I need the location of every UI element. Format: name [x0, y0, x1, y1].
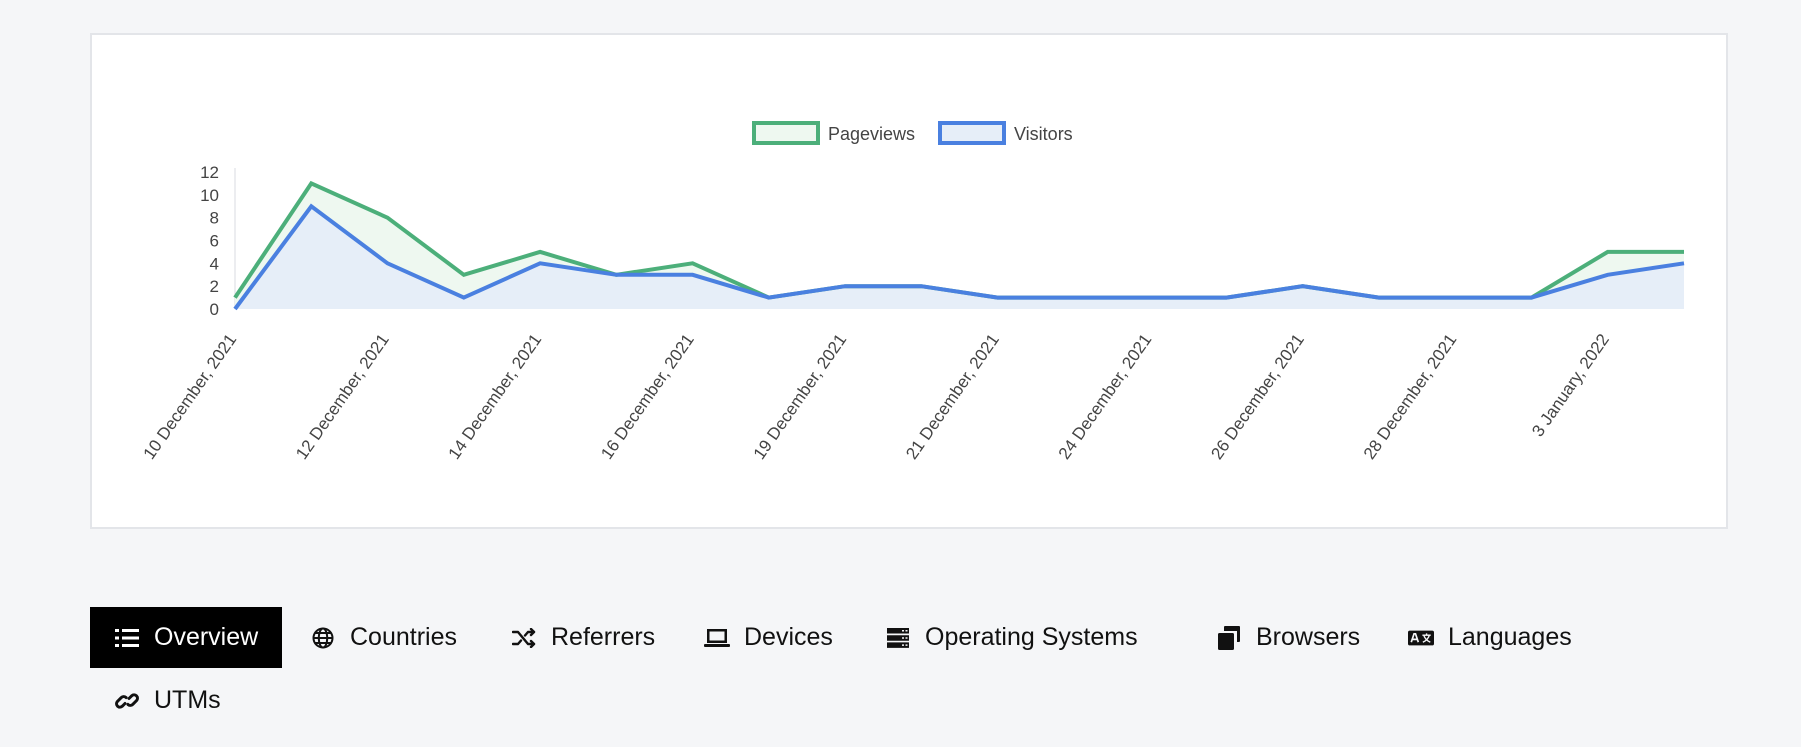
tab-label: Languages: [1448, 623, 1572, 651]
tab-referrers[interactable]: Referrers: [487, 607, 679, 668]
tab-label: Browsers: [1256, 623, 1361, 651]
tab-devices[interactable]: Devices: [680, 607, 857, 668]
y-tick-label: 12: [200, 163, 219, 182]
x-tick-label: 21 December, 2021: [902, 330, 1003, 462]
tab-languages[interactable]: Languages: [1384, 607, 1596, 668]
series-area-visitors: [235, 206, 1684, 309]
browser-windows-icon: [1216, 625, 1242, 651]
tab-label: Referrers: [551, 623, 656, 651]
y-tick-label: 0: [210, 300, 219, 319]
tab-utms[interactable]: UTMs: [90, 670, 245, 731]
y-tick-label: 6: [210, 232, 219, 251]
tab-browsers[interactable]: Browsers: [1192, 607, 1384, 668]
x-tick-label: 10 December, 2021: [140, 330, 241, 462]
x-tick-label: 14 December, 2021: [445, 330, 546, 462]
traffic-line-chart: 0 2 4 6 8 10 12 10 December, 2021 12 December, 2…: [140, 121, 1685, 463]
traffic-chart-card: 0 2 4 6 8 10 12 10 December, 2021 12 December, 2…: [90, 33, 1728, 529]
laptop-icon: [704, 625, 730, 651]
x-tick-label: 16 December, 2021: [597, 330, 698, 462]
legend-swatch-visitors: [938, 121, 1006, 145]
shuffle-icon: [511, 625, 537, 651]
language-icon: [1408, 625, 1434, 651]
x-tick-label: 28 December, 2021: [1360, 330, 1461, 462]
x-tick-label: 12 December, 2021: [292, 330, 393, 462]
tab-overview[interactable]: Overview: [90, 607, 283, 668]
x-tick-label: 3 January, 2022: [1528, 330, 1613, 440]
x-tick-label: 24 December, 2021: [1055, 330, 1156, 462]
legend-swatch-pageviews: [752, 121, 820, 145]
x-tick-label: 19 December, 2021: [750, 330, 851, 462]
tab-label: UTMs: [154, 686, 221, 714]
tab-label: Overview: [154, 623, 259, 651]
y-tick-label: 4: [210, 254, 219, 273]
x-tick-label: 26 December, 2021: [1207, 330, 1308, 462]
legend-label-visitors: Visitors: [1014, 124, 1073, 144]
tab-countries[interactable]: Countries: [286, 607, 481, 668]
legend-label-pageviews: Pageviews: [828, 124, 915, 144]
link-icon: [114, 688, 140, 714]
server-icon: [885, 625, 911, 651]
tab-label: Devices: [744, 623, 833, 651]
y-tick-label: 10: [200, 186, 219, 205]
tab-operating-systems[interactable]: Operating Systems: [861, 607, 1162, 668]
y-tick-label: 2: [210, 277, 219, 296]
tab-label: Operating Systems: [925, 623, 1138, 651]
y-tick-label: 8: [210, 209, 219, 228]
globe-icon: [310, 625, 336, 651]
list-icon: [114, 625, 140, 651]
series-line-visitors: [233, 203, 1685, 311]
tab-label: Countries: [350, 623, 457, 651]
